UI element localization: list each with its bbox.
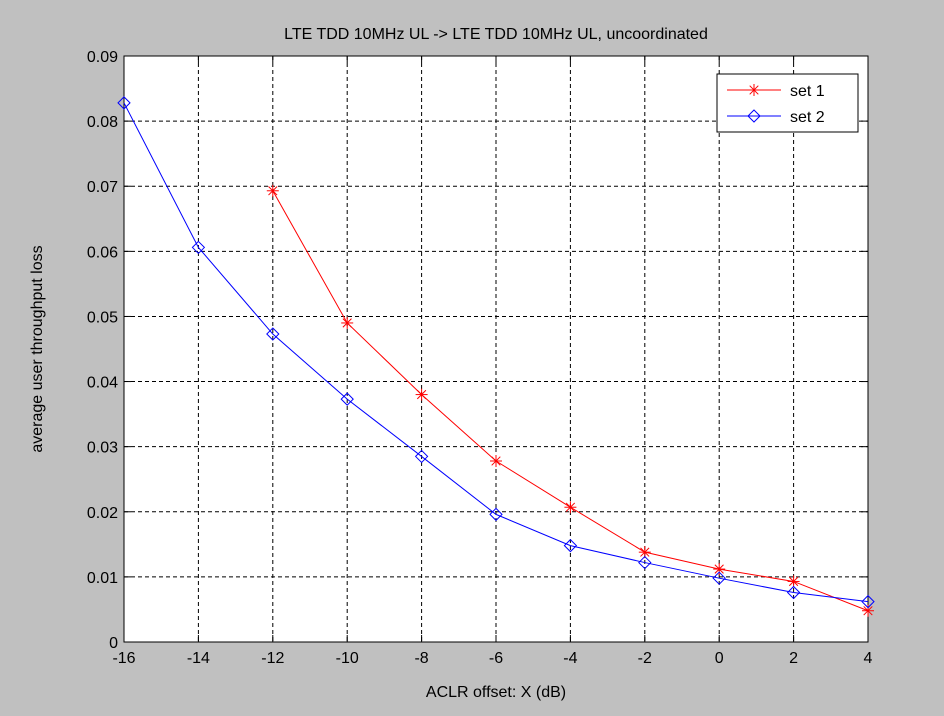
y-tick-label: 0.07 — [87, 179, 118, 196]
data-point-1-stroke — [863, 606, 873, 616]
legend-label-set-1: set 1 — [790, 83, 825, 100]
data-point-1 — [862, 604, 874, 617]
data-point-1 — [341, 316, 354, 329]
data-point-2 — [414, 449, 429, 464]
series — [117, 96, 875, 617]
data-point-1-stroke — [640, 547, 650, 557]
legend-box — [716, 73, 859, 133]
legend-marker-set-2 — [747, 109, 761, 123]
y-tick-label: 0.04 — [87, 375, 118, 392]
y-tick-label: 0.01 — [87, 570, 118, 587]
data-point-2 — [861, 594, 875, 609]
chart-title: LTE TDD 10MHz UL -> LTE TDD 10MHz UL, un… — [284, 26, 708, 43]
legend-marker-glyph — [747, 109, 761, 123]
data-point-1-stroke — [342, 318, 352, 328]
data-point-1-stroke — [565, 502, 576, 512]
x-tick-label: -12 — [261, 650, 284, 667]
y-tick-label: 0.06 — [87, 244, 118, 261]
data-point-1-stroke — [714, 564, 724, 574]
x-tick-label: -10 — [336, 650, 359, 667]
legend-marker-glyph — [748, 84, 760, 96]
data-point-1-stroke — [268, 186, 278, 196]
data-point-2 — [340, 392, 354, 406]
data-point-2 — [266, 327, 280, 341]
plot-area — [124, 56, 868, 642]
x-tick-label: -2 — [638, 650, 652, 667]
data-point-1 — [490, 454, 502, 467]
y-tick-label: 0.09 — [87, 49, 118, 66]
data-point-2 — [712, 571, 726, 585]
series-1 — [266, 184, 874, 617]
legend-label-set-2: set 2 — [790, 109, 825, 126]
series-2 — [117, 96, 875, 609]
data-point-1-stroke — [416, 389, 427, 400]
data-point-2 — [786, 585, 801, 600]
x-tick-label: -8 — [414, 650, 428, 667]
data-point-2 — [191, 240, 206, 255]
y-tick-label: 0.08 — [87, 114, 118, 131]
y-tick-label: 0.05 — [87, 309, 118, 326]
y-tick-label: 0 — [109, 635, 118, 652]
x-tick-label: -6 — [489, 650, 503, 667]
y-axis-label: average user throughput loss — [29, 245, 46, 452]
x-tick-label: -4 — [563, 650, 577, 667]
x-tick-label: -16 — [112, 650, 135, 667]
x-axis-label: ACLR offset: X (dB) — [426, 684, 566, 701]
legend: set 1 set 2 — [716, 73, 859, 133]
data-point-1-stroke — [788, 576, 799, 587]
x-tick-label: 4 — [864, 650, 873, 667]
x-tick-label: 0 — [715, 650, 724, 667]
x-tick-label: 2 — [789, 650, 798, 667]
data-point-2 — [563, 538, 578, 553]
x-tick-label: -14 — [187, 650, 210, 667]
legend-marker-set-1 — [748, 84, 760, 96]
data-point-1 — [415, 388, 428, 401]
series-line-2 — [123, 102, 869, 603]
data-point-2 — [117, 96, 131, 110]
data-point-1-stroke — [491, 456, 501, 466]
data-point-2 — [638, 555, 652, 570]
data-point-1 — [564, 501, 577, 514]
data-point-1 — [787, 575, 800, 588]
data-point-1 — [713, 563, 726, 576]
data-point-1 — [266, 184, 279, 197]
y-tick-label: 0.03 — [87, 440, 118, 457]
legend-marker-glyph-stroke — [749, 85, 759, 95]
data-point-2 — [489, 507, 503, 522]
y-tick-label: 0.02 — [87, 505, 118, 522]
axis-ticks: -16 -14 -12 -10 -8 -6 -4 -2 0 2 4 0 0.01 0.02 0.03 0.04… — [87, 49, 873, 667]
